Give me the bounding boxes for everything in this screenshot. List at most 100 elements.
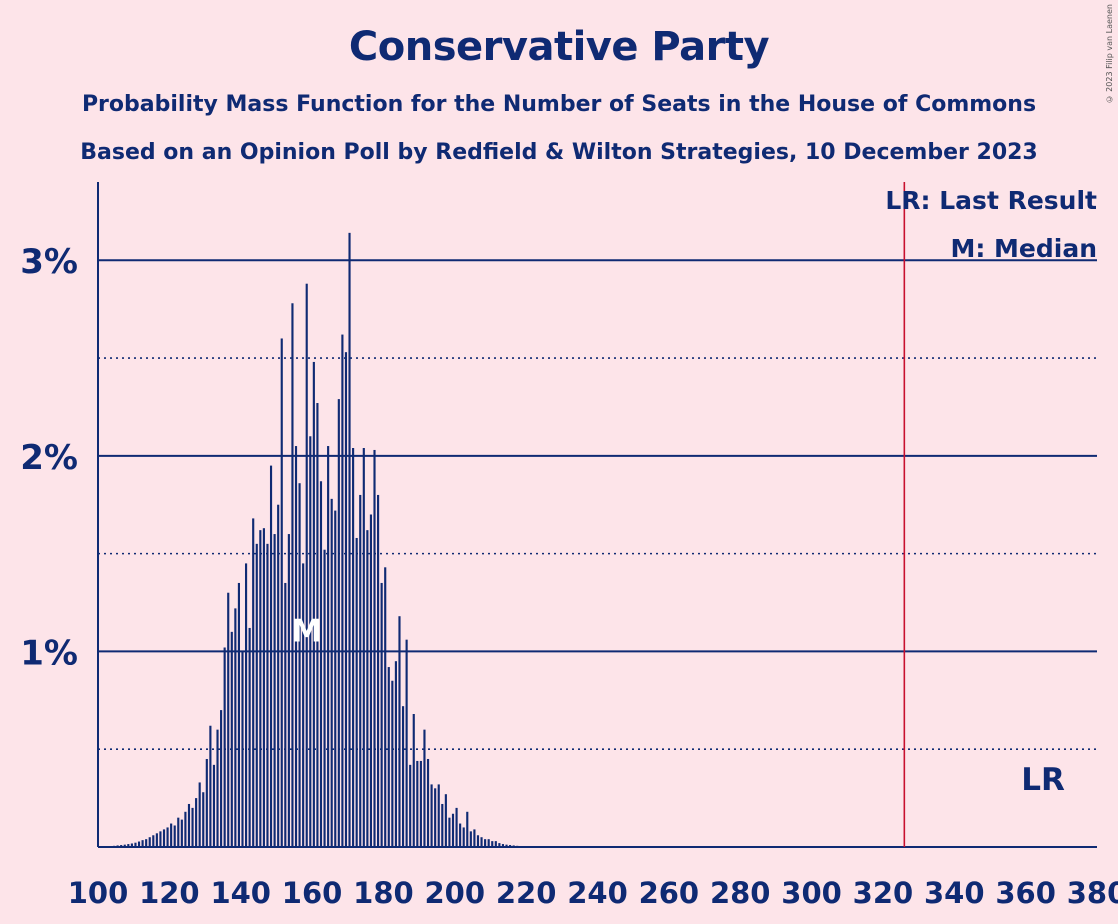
bar-seat-129 xyxy=(202,792,205,847)
bar-seat-118 xyxy=(162,829,166,847)
x-tick-label-220: 220 xyxy=(496,876,557,910)
bar-seat-200 xyxy=(455,807,458,847)
bar-seat-212 xyxy=(498,843,501,847)
bar-seat-149 xyxy=(273,534,276,847)
median-marker: M xyxy=(291,614,322,650)
bar-seat-203 xyxy=(466,811,469,847)
y-tick-label-2: 2% xyxy=(20,438,78,478)
bar-seat-107 xyxy=(123,844,126,847)
bar-seat-213 xyxy=(501,844,505,847)
bar-seat-131 xyxy=(209,725,212,847)
bar-seat-136 xyxy=(227,592,230,847)
bar-seat-214 xyxy=(505,844,508,847)
bar-seat-119 xyxy=(166,827,169,847)
x-tick-label-260: 260 xyxy=(639,876,700,910)
bar-seat-137 xyxy=(230,631,233,847)
bar-seat-122 xyxy=(177,817,180,847)
bar-seat-154 xyxy=(291,303,294,847)
x-tick-label-360: 360 xyxy=(995,876,1056,910)
bar-seat-114 xyxy=(148,837,151,847)
bar-seat-207 xyxy=(480,837,483,847)
bar-seat-183 xyxy=(394,661,397,847)
bar-seat-116 xyxy=(155,833,158,847)
bar-seat-162 xyxy=(319,481,323,847)
bar-seat-139 xyxy=(237,582,241,847)
bar-seat-111 xyxy=(137,841,141,847)
bar-seat-172 xyxy=(355,537,358,847)
bar-seat-189 xyxy=(416,760,419,847)
x-tick-label-320: 320 xyxy=(853,876,914,910)
chart-subtitle-poll: Based on an Opinion Poll by Redfield & W… xyxy=(80,140,1038,165)
x-tick-label-300: 300 xyxy=(781,876,842,910)
x-tick-label-380: 380 xyxy=(1067,876,1118,910)
bar-seat-127 xyxy=(195,798,198,847)
bar-seat-150 xyxy=(277,504,280,847)
bar-seat-160 xyxy=(312,361,315,847)
bar-seat-109 xyxy=(130,843,133,847)
chart-title: Conservative Party xyxy=(348,24,770,70)
x-tick-label-180: 180 xyxy=(353,876,414,910)
bar-seat-157 xyxy=(302,563,305,847)
x-tick-label-100: 100 xyxy=(68,876,129,910)
x-tick-label-120: 120 xyxy=(139,876,200,910)
bar-seat-156 xyxy=(298,483,301,847)
bar-seat-138 xyxy=(234,608,237,847)
x-tick-label-200: 200 xyxy=(425,876,486,910)
bar-seat-170 xyxy=(348,232,351,848)
probability-bars xyxy=(98,232,533,848)
bar-seat-175 xyxy=(366,530,369,847)
bar-seat-112 xyxy=(141,840,144,847)
bar-seat-177 xyxy=(373,449,376,847)
bar-seat-168 xyxy=(341,334,344,847)
bar-seat-199 xyxy=(451,813,455,847)
bar-seat-181 xyxy=(387,667,390,847)
bar-seat-206 xyxy=(476,835,480,847)
bar-seat-126 xyxy=(191,807,194,847)
bar-seat-166 xyxy=(334,510,337,847)
bar-seat-140 xyxy=(241,651,244,847)
bar-seat-195 xyxy=(437,784,440,847)
bar-seat-120 xyxy=(170,823,173,847)
bar-seat-211 xyxy=(494,841,497,847)
bar-seat-180 xyxy=(384,567,387,847)
bar-seat-153 xyxy=(287,534,290,847)
bar-seat-133 xyxy=(216,729,219,847)
bar-seat-161 xyxy=(316,403,319,847)
y-tick-label-1: 1% xyxy=(20,633,78,673)
bar-seat-108 xyxy=(127,844,130,847)
bar-seat-128 xyxy=(198,782,201,847)
bar-seat-132 xyxy=(212,764,216,847)
bar-seat-167 xyxy=(337,399,340,847)
bar-seat-204 xyxy=(469,831,472,847)
bar-seat-208 xyxy=(484,839,487,847)
bar-seat-188 xyxy=(412,714,415,847)
bar-seat-173 xyxy=(359,494,362,847)
bar-seat-193 xyxy=(430,784,433,847)
bar-seat-209 xyxy=(487,839,490,847)
bar-seat-155 xyxy=(294,446,298,847)
bar-seat-146 xyxy=(262,528,265,847)
bar-seat-135 xyxy=(223,647,226,847)
major-gridlines xyxy=(98,259,1097,653)
bar-seat-194 xyxy=(434,788,437,847)
bar-seat-187 xyxy=(409,764,412,847)
bar-seat-182 xyxy=(391,680,394,847)
y-axis-tick-labels: 1% 2% 3% xyxy=(20,242,78,673)
bar-seat-198 xyxy=(448,817,451,847)
chart-subtitle-pmf: Probability Mass Function for the Number… xyxy=(81,92,1037,117)
bar-seat-178 xyxy=(377,494,380,847)
bar-seat-151 xyxy=(280,338,283,847)
bar-seat-115 xyxy=(152,835,155,847)
bar-seat-148 xyxy=(269,465,273,847)
bar-seat-159 xyxy=(309,436,312,847)
bar-seat-110 xyxy=(134,842,137,847)
bar-seat-130 xyxy=(205,758,208,847)
bar-seat-145 xyxy=(259,530,262,847)
bar-seat-176 xyxy=(369,514,373,847)
bar-seat-147 xyxy=(266,543,269,847)
bar-seat-186 xyxy=(405,639,408,847)
bar-seat-165 xyxy=(330,498,333,847)
bar-seat-164 xyxy=(327,446,330,847)
bar-seat-201 xyxy=(459,823,462,847)
